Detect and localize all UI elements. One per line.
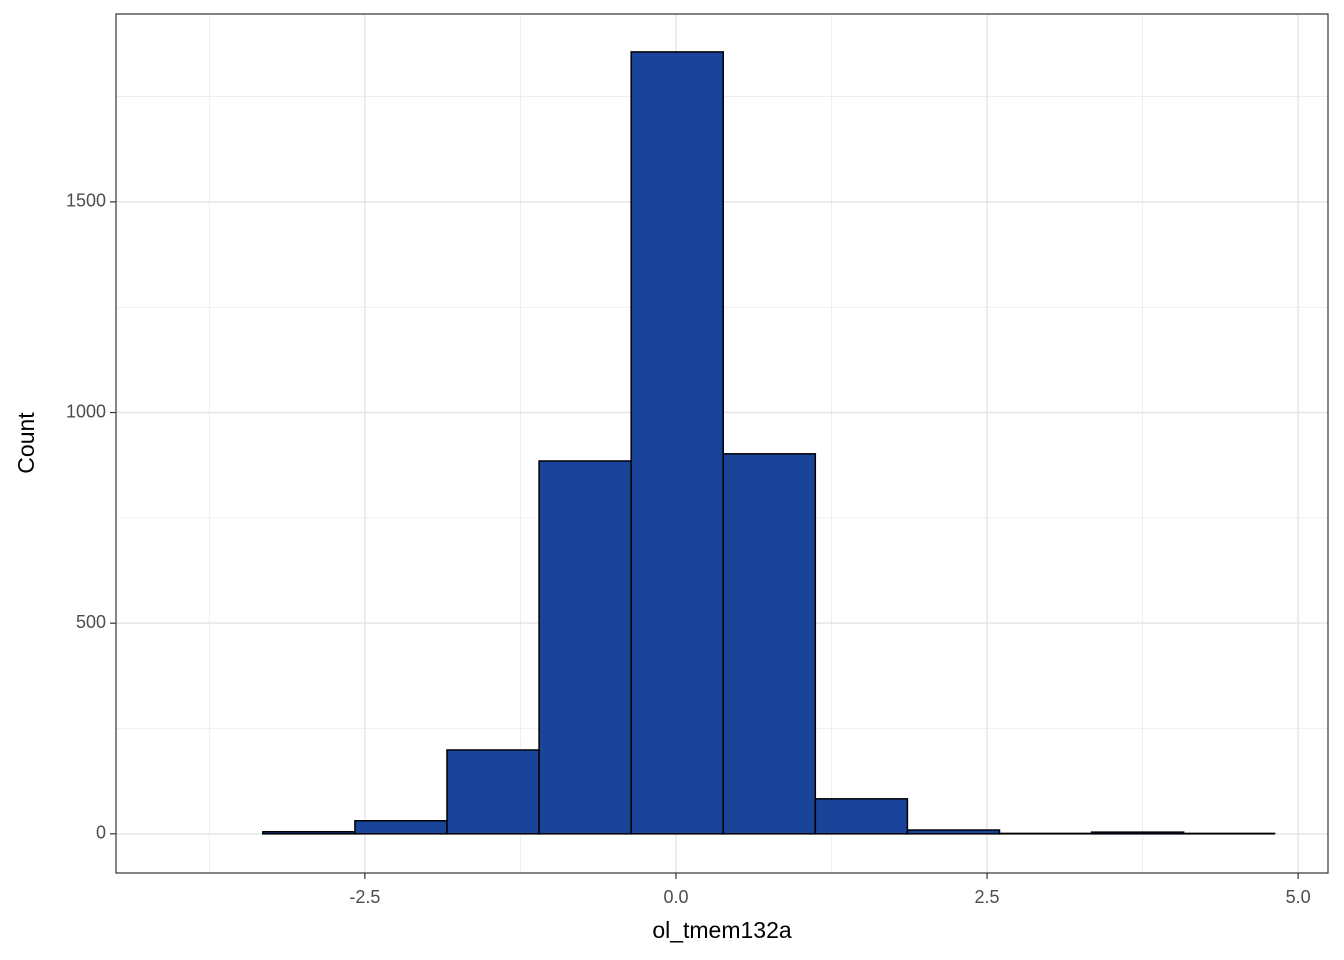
y-tick-label: 0 [96,823,106,843]
panel-border [115,13,1329,874]
axes: -2.5 0.0 2.5 5.0 0 500 1000 1500 [66,191,1311,907]
y-tick-label: 500 [76,612,106,632]
x-tick-label: 5.0 [1286,887,1311,907]
y-tick-label: 1500 [66,191,106,211]
y-tick-label: 1000 [66,401,106,421]
bar [814,798,909,835]
bar [1090,831,1185,835]
bar [446,749,540,835]
bar [262,830,356,835]
bar [630,51,724,835]
bars [262,51,1276,835]
x-tick-label: 2.5 [975,887,1000,907]
x-tick-label: -2.5 [349,887,380,907]
y-axis-title: Count [13,412,39,474]
bar [538,460,632,835]
bar [722,453,817,835]
x-axis-title: ol_tmem132a [652,917,792,943]
bar [354,820,448,835]
bar [906,829,1001,835]
x-tick-label: 0.0 [663,887,688,907]
